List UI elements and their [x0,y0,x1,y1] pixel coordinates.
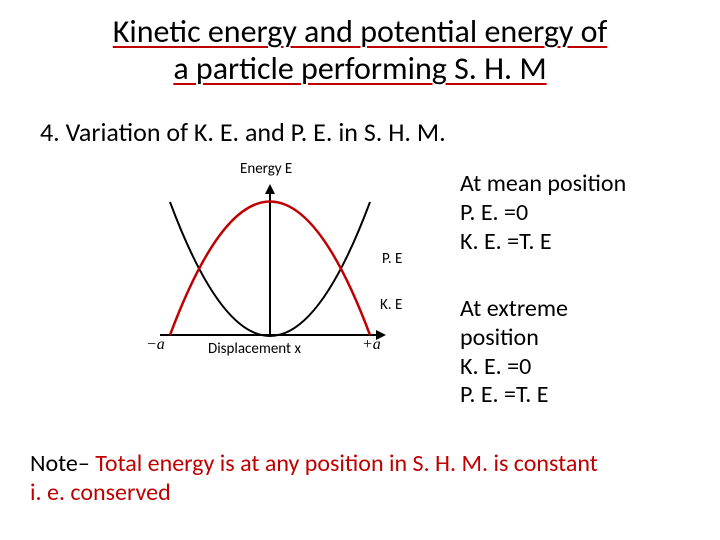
y-axis-arrow-icon [265,184,275,194]
graph-svg [140,180,400,350]
note-body-2: i. e. conserved [30,478,171,507]
pe-curve-label: P. E [382,250,402,268]
note-prefix: Note– [30,449,95,478]
note-text: Note– Total energy is at any position in… [30,450,690,508]
x-left-label: −a [146,336,165,354]
ext-line-2: position [460,323,539,352]
ext-line-1: At extreme [460,294,568,323]
extreme-position-text: At extreme position K. E. =0 P. E. =T. E [460,295,690,410]
slide: Kinetic energy and potential energy of a… [0,0,720,540]
energy-graph: Energy E −a +a Displacement x P. E K. E [130,160,420,380]
title-line-2: a particle performing S. H. M [173,49,546,88]
mean-line-1: At mean position [460,169,626,198]
subheading: 4. Variation of K. E. and P. E. in S. H.… [40,116,446,148]
mean-position-text: At mean position P. E. =0 K. E. =T. E [460,170,690,256]
ke-curve-label: K. E [380,296,402,314]
note-body-1: Total energy is at any position in S. H.… [95,449,598,478]
y-axis-label: Energy E [240,160,292,178]
page-title: Kinetic energy and potential energy of a… [40,14,680,88]
x-right-label: +a [362,336,381,354]
mean-line-3: K. E. =T. E [460,227,552,256]
ext-line-3: K. E. =0 [460,352,531,381]
x-axis-label: Displacement x [208,340,301,358]
mean-line-2: P. E. =0 [460,198,528,227]
title-line-1: Kinetic energy and potential energy of [113,12,608,51]
ext-line-4: P. E. =T. E [460,380,549,409]
